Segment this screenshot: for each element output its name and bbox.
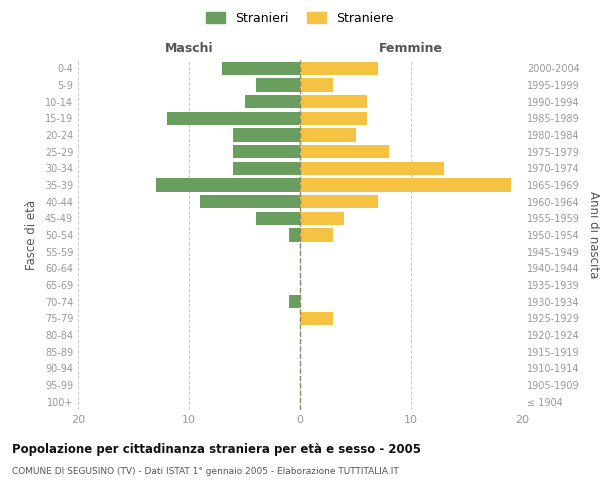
Y-axis label: Fasce di età: Fasce di età bbox=[25, 200, 38, 270]
Bar bbox=[300, 62, 378, 75]
Bar bbox=[245, 95, 300, 108]
Bar bbox=[300, 178, 511, 192]
Bar bbox=[300, 78, 334, 92]
Bar bbox=[233, 128, 300, 141]
Text: Popolazione per cittadinanza straniera per età e sesso - 2005: Popolazione per cittadinanza straniera p… bbox=[12, 442, 421, 456]
Text: Maschi: Maschi bbox=[164, 42, 214, 55]
Bar bbox=[300, 95, 367, 108]
Bar bbox=[289, 228, 300, 241]
Bar bbox=[300, 162, 445, 175]
Bar bbox=[300, 145, 389, 158]
Bar bbox=[156, 178, 300, 192]
Legend: Stranieri, Straniere: Stranieri, Straniere bbox=[202, 7, 398, 30]
Bar bbox=[200, 195, 300, 208]
Bar bbox=[233, 162, 300, 175]
Bar bbox=[300, 228, 334, 241]
Bar bbox=[300, 212, 344, 225]
Bar bbox=[167, 112, 300, 125]
Bar bbox=[300, 312, 334, 325]
Bar bbox=[289, 295, 300, 308]
Bar bbox=[223, 62, 300, 75]
Text: Femmine: Femmine bbox=[379, 42, 443, 55]
Bar bbox=[256, 212, 300, 225]
Text: COMUNE DI SEGUSINO (TV) - Dati ISTAT 1° gennaio 2005 - Elaborazione TUTTITALIA.I: COMUNE DI SEGUSINO (TV) - Dati ISTAT 1° … bbox=[12, 468, 399, 476]
Bar bbox=[300, 195, 378, 208]
Bar bbox=[300, 112, 367, 125]
Bar bbox=[233, 145, 300, 158]
Bar bbox=[256, 78, 300, 92]
Y-axis label: Anni di nascita: Anni di nascita bbox=[587, 192, 599, 278]
Bar bbox=[300, 128, 356, 141]
